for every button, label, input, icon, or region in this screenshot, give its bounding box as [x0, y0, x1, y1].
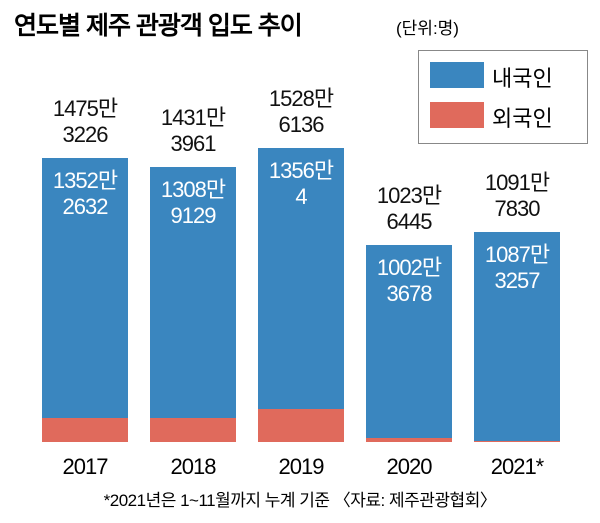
value-label: 1087만 3257: [484, 242, 550, 294]
bar-segment: [474, 232, 560, 442]
legend-label: 외국인: [492, 106, 553, 131]
total-label: 1528만 6136: [268, 86, 334, 137]
legend-swatch: [430, 62, 484, 88]
x-tick-label: 2017: [62, 454, 109, 479]
x-tick-label: 2019: [278, 454, 325, 479]
x-tick-label: 2018: [170, 454, 217, 479]
x-tick-label: 2020: [386, 454, 433, 479]
x-tick-label: 2021*: [490, 454, 545, 479]
value-label: 1002만 3678: [376, 255, 442, 307]
chart-title: 연도별 제주 관광객 입도 추이: [14, 12, 303, 40]
bar-segment: [42, 418, 128, 442]
total-label: 1023만 6445: [376, 183, 442, 235]
total-label: 1091만 7830: [484, 170, 550, 222]
bar-segment: [258, 408, 344, 442]
bar-segment: [42, 158, 128, 419]
value-label: 1308만 9129: [160, 176, 226, 228]
bar-segment: [150, 418, 236, 442]
legend-label: 내국인: [492, 66, 553, 91]
bar-segment: [366, 245, 452, 438]
bar-segment: [258, 148, 344, 409]
value-label: 1352만 2632: [52, 168, 118, 220]
chart-subtitle: (단위:명): [396, 19, 459, 38]
bar-segment: [150, 166, 236, 419]
legend-swatch: [430, 102, 484, 128]
total-label: 1475만 3226: [52, 96, 118, 148]
bar-segment: [474, 441, 560, 442]
bar-segment: [366, 437, 452, 442]
total-label: 1431만 3961: [160, 104, 226, 156]
footnote: *2021년은 1~11월까지 누계 기준 〈자료: 제주관광협회〉: [103, 491, 497, 510]
value-label: 1356만 4: [268, 158, 334, 209]
